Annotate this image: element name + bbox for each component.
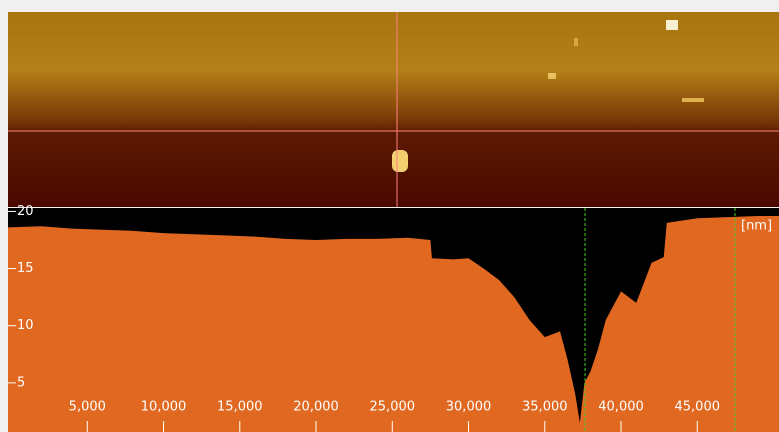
bright-spot [548,73,556,79]
x-tick-label: 15,000 [217,400,263,415]
bright-spot [574,38,578,46]
x-tick-label: 35,000 [522,400,568,415]
afm-image [8,12,779,207]
profile-area [8,216,779,432]
bright-spot [682,98,704,102]
x-tick-label: 30,000 [446,400,492,415]
y-tick-label: 10 [17,318,34,333]
unit-label: [nm] [741,219,772,234]
x-tick-label: 40,000 [598,400,644,415]
y-tick-label: 5 [17,375,25,390]
y-tick-label: 20 [17,204,34,219]
y-tick-label: 15 [17,261,34,276]
x-tick-label: 20,000 [293,400,339,415]
x-tick-label: 5,000 [69,400,106,415]
x-tick-label: 45,000 [675,400,721,415]
bright-spot [666,20,678,30]
x-tick-label: 10,000 [141,400,187,415]
bright-spot [392,150,408,172]
profile-plot: [nm] 20 15 10 5 5,000 10,000 15,000 20,000 25,000… [8,204,779,432]
height-image [8,12,779,207]
x-tick-label: 25,000 [370,400,416,415]
